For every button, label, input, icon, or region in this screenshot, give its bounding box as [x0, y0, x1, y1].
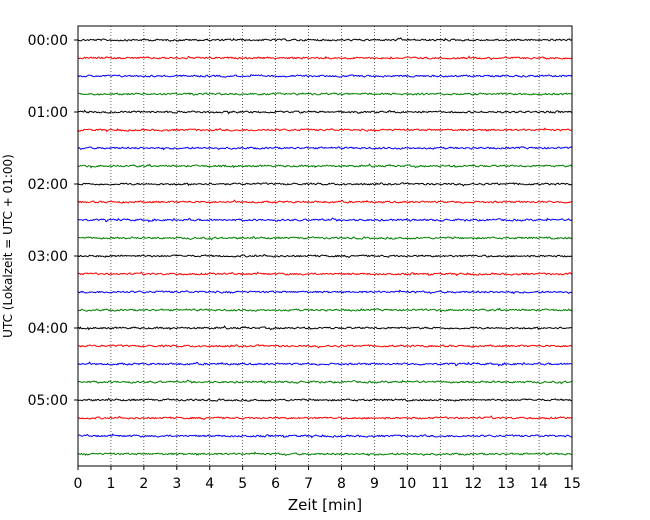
y-tick-label: 05:00 — [28, 393, 68, 409]
trace-0430 — [77, 361, 573, 367]
x-tick-label: 7 — [304, 476, 313, 492]
x-tick-label: 13 — [497, 476, 515, 492]
x-axis-ticks: 0 1 2 3 4 5 6 7 8 9 10 11 12 13 14 15 — [74, 466, 581, 492]
trace-0300 — [77, 254, 573, 259]
trace-0230 — [77, 217, 573, 223]
x-tick-label: 4 — [205, 476, 214, 492]
x-tick-label: 5 — [238, 476, 247, 492]
y-axis-label: UTC (Lokalzeit = UTC + 01:00) — [1, 154, 15, 338]
trace-0115 — [77, 127, 573, 133]
y-axis-ticks: 00:00 01:00 02:00 03:00 04:00 05:00 — [28, 33, 78, 409]
x-tick-label: 11 — [431, 476, 449, 492]
trace-0345 — [77, 307, 573, 313]
trace-0100 — [77, 109, 573, 115]
x-tick-label: 14 — [530, 476, 548, 492]
x-tick-label: 1 — [106, 476, 115, 492]
trace-0015 — [77, 55, 573, 61]
trace-0445 — [77, 379, 573, 385]
seismic-traces — [77, 37, 573, 457]
trace-0045 — [78, 92, 573, 96]
grid-lines — [110, 26, 540, 466]
plot-frame — [77, 25, 573, 467]
y-tick-label: 00:00 — [28, 33, 68, 49]
x-tick-label: 15 — [563, 476, 581, 492]
trace-0330 — [77, 289, 573, 295]
x-tick-label: 9 — [370, 476, 379, 492]
trace-0415 — [77, 344, 573, 349]
trace-0000 — [77, 37, 573, 42]
trace-0400 — [77, 325, 573, 331]
x-tick-label: 3 — [172, 476, 181, 492]
y-tick-label: 03:00 — [28, 249, 68, 265]
trace-0200 — [77, 182, 573, 187]
trace-0030 — [77, 74, 573, 78]
trace-0500 — [77, 397, 573, 402]
x-axis-label: Zeit [min] — [288, 496, 362, 514]
trace-0315 — [77, 271, 573, 277]
trace-0545 — [77, 451, 573, 457]
trace-0530 — [77, 433, 573, 439]
y-tick-label: 02:00 — [28, 177, 68, 193]
x-tick-label: 12 — [464, 476, 482, 492]
y-tick-label: 01:00 — [28, 105, 68, 121]
x-tick-label: 10 — [398, 476, 416, 492]
trace-0130 — [77, 146, 573, 151]
trace-0215 — [77, 199, 573, 204]
x-tick-label: 6 — [271, 476, 280, 492]
x-tick-label: 2 — [139, 476, 148, 492]
trace-0245 — [77, 235, 573, 241]
y-tick-label: 04:00 — [28, 321, 68, 337]
trace-0515 — [77, 415, 573, 421]
trace-0145 — [77, 163, 573, 169]
x-tick-label: 0 — [74, 476, 83, 492]
x-tick-label: 8 — [337, 476, 346, 492]
